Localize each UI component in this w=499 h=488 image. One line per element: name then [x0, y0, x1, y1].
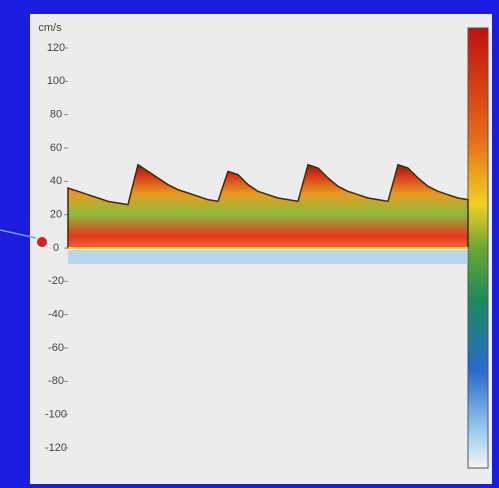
y-tick-label: 60 [50, 142, 62, 154]
baseline-marker [37, 237, 47, 247]
reverse-flow-noise [68, 250, 468, 264]
pointer [0, 229, 37, 239]
unit-label: cm/s [38, 22, 62, 34]
y-tick-label: -120 [45, 442, 67, 454]
y-tick-label: -20 [48, 275, 64, 287]
color-scale [467, 27, 489, 469]
y-tick-label: 120 [47, 42, 65, 54]
spectral-envelope [67, 163, 469, 249]
y-tick-label: -80 [48, 375, 64, 387]
y-tick-label: 80 [50, 109, 62, 121]
y-tick-label: 20 [50, 209, 62, 221]
y-tick-label: -100 [45, 409, 67, 421]
y-tick-label: 0 [53, 242, 59, 254]
y-tick-label: 100 [47, 75, 65, 87]
y-tick-label: 40 [50, 175, 62, 187]
y-tick-label: -40 [48, 309, 64, 321]
y-tick-label: -60 [48, 342, 64, 354]
